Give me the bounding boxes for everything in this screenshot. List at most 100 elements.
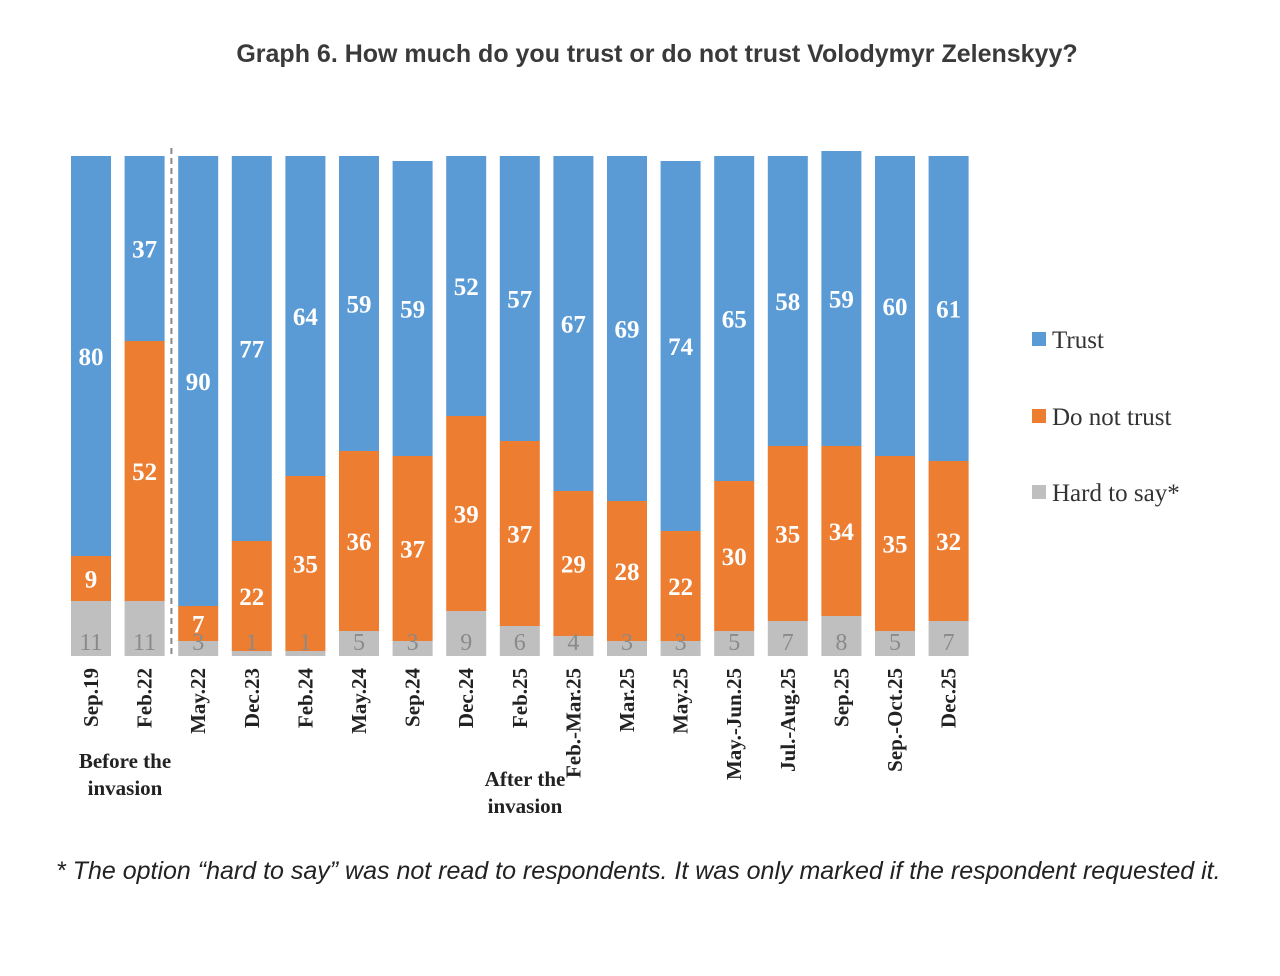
value-label-hard-to-say-dec-24: 9 xyxy=(460,630,472,656)
bar-hard-to-say-feb-25 xyxy=(499,626,540,656)
bar-hard-to-say-feb-24 xyxy=(285,651,326,656)
bars-layer xyxy=(71,151,969,656)
bar-do-not-trust-feb-22 xyxy=(124,341,165,601)
bar-trust-may-jun-25 xyxy=(714,156,755,481)
legend-swatch-hard-to-say xyxy=(1032,485,1046,499)
value-label-trust-sep-25: 59 xyxy=(829,287,854,314)
bar-do-not-trust-may-jun-25 xyxy=(714,481,755,631)
bar-do-not-trust-dec-24 xyxy=(446,416,487,611)
bar-do-not-trust-sep-24 xyxy=(392,456,433,641)
bar-trust-sep-25 xyxy=(821,151,862,446)
bar-do-not-trust-dec-25 xyxy=(928,461,969,621)
bar-hard-to-say-may-25 xyxy=(660,641,701,656)
category-ticks-layer: Sep.19 Feb.22 May.22 Dec.23 Feb.24 May.24 Sep.… xyxy=(79,668,961,781)
value-label-do-not-trust-dec-25: 32 xyxy=(936,529,961,556)
legend-swatch-do-not-trust xyxy=(1032,409,1046,423)
value-label-hard-to-say-may-jun-25: 5 xyxy=(728,630,740,656)
value-label-trust-sep-oct-25: 60 xyxy=(883,294,908,321)
value-label-hard-to-say-feb-22: 11 xyxy=(133,630,156,656)
bar-do-not-trust-feb-25 xyxy=(499,441,540,626)
value-label-do-not-trust-sep-24: 37 xyxy=(400,537,425,564)
value-label-do-not-trust-may-24: 36 xyxy=(347,529,372,556)
bar-hard-to-say-dec-25 xyxy=(928,621,969,656)
value-label-trust-feb-22: 37 xyxy=(132,237,157,264)
bar-trust-sep-24 xyxy=(392,161,433,456)
bar-trust-may-25 xyxy=(660,161,701,531)
value-label-hard-to-say-feb-mar-25: 4 xyxy=(567,630,579,656)
group-label-after-the-invasion: After the invasion xyxy=(485,767,566,818)
value-label-trust-dec-24: 52 xyxy=(454,274,479,301)
bar-hard-to-say-feb-22 xyxy=(124,601,165,656)
bar-trust-jul-aug-25 xyxy=(767,156,808,446)
category-label-feb-22: Feb.22 xyxy=(133,668,157,728)
value-label-trust-sep-24: 59 xyxy=(400,297,425,324)
category-label-dec-25: Dec.25 xyxy=(937,668,961,728)
bar-trust-may-24 xyxy=(339,156,379,451)
bar-trust-dec-23 xyxy=(231,156,272,541)
bar-hard-to-say-jul-aug-25 xyxy=(767,621,808,656)
value-label-trust-jul-aug-25: 58 xyxy=(775,289,800,316)
value-label-do-not-trust-dec-24: 39 xyxy=(454,502,479,529)
category-label-sep-oct-25: Sep.-Oct.25 xyxy=(883,668,907,772)
value-label-do-not-trust-may-jun-25: 30 xyxy=(722,544,747,571)
value-label-hard-to-say-dec-25: 7 xyxy=(943,630,955,656)
category-label-feb-mar-25: Feb.-Mar.25 xyxy=(561,668,585,778)
category-label-may-25: May.25 xyxy=(669,668,693,734)
bar-trust-feb-22 xyxy=(124,156,165,341)
bar-hard-to-say-sep-oct-25 xyxy=(875,631,915,656)
value-label-hard-to-say-may-24: 5 xyxy=(353,630,365,656)
value-label-trust-feb-24: 64 xyxy=(293,304,319,331)
category-label-feb-24: Feb.24 xyxy=(293,668,317,729)
value-label-do-not-trust-feb-25: 37 xyxy=(507,522,532,549)
bar-trust-feb-24 xyxy=(285,156,326,476)
footnote: * The option “hard to say” was not read … xyxy=(56,857,1221,885)
bar-do-not-trust-sep-25 xyxy=(821,446,862,616)
bar-hard-to-say-dec-24 xyxy=(446,611,487,656)
stacked-bar-chart: 1198011523737901227713564536593375993952… xyxy=(71,148,1180,818)
value-label-do-not-trust-jul-aug-25: 35 xyxy=(775,522,800,549)
value-label-trust-may-jun-25: 65 xyxy=(722,307,747,334)
bar-do-not-trust-may-22 xyxy=(178,606,219,641)
legend-label-hard-to-say: Hard to say* xyxy=(1052,480,1180,507)
value-label-hard-to-say-sep-oct-25: 5 xyxy=(889,630,901,656)
bar-do-not-trust-feb-24 xyxy=(285,476,326,651)
value-label-do-not-trust-feb-22: 52 xyxy=(132,459,157,486)
bar-trust-sep-oct-25 xyxy=(875,156,915,456)
chart-title: Graph 6. How much do you trust or do not… xyxy=(236,40,1078,68)
legend: Trust Do not trust Hard to say* xyxy=(1032,327,1180,507)
category-label-feb-25: Feb.25 xyxy=(508,668,532,728)
value-label-trust-feb-mar-25: 67 xyxy=(561,312,586,339)
category-label-mar-25: Mar.25 xyxy=(615,668,639,732)
bar-hard-to-say-sep-19 xyxy=(71,601,111,656)
value-label-hard-to-say-may-22: 3 xyxy=(192,630,204,656)
value-label-hard-to-say-sep-25: 8 xyxy=(835,630,847,656)
value-label-trust-feb-25: 57 xyxy=(507,287,532,314)
value-label-trust-may-24: 59 xyxy=(347,292,372,319)
category-label-may-jun-25: May.-Jun.25 xyxy=(722,668,746,780)
bar-hard-to-say-may-jun-25 xyxy=(714,631,755,656)
bar-hard-to-say-mar-25 xyxy=(607,641,647,656)
category-label-sep-25: Sep.25 xyxy=(829,668,853,727)
legend-label-trust: Trust xyxy=(1052,327,1104,354)
bar-do-not-trust-mar-25 xyxy=(607,501,647,641)
value-label-trust-mar-25: 69 xyxy=(615,317,640,344)
category-label-jul-aug-25: Jul.-Aug.25 xyxy=(776,668,800,772)
value-label-trust-may-25: 74 xyxy=(668,334,694,361)
bar-hard-to-say-sep-24 xyxy=(392,641,433,656)
value-label-trust-may-22: 90 xyxy=(186,369,211,396)
bar-trust-feb-25 xyxy=(499,156,540,441)
category-label-may-24: May.24 xyxy=(347,668,371,734)
legend-swatch-trust xyxy=(1032,332,1046,346)
value-label-hard-to-say-dec-23: 1 xyxy=(246,630,258,656)
category-label-sep-24: Sep.24 xyxy=(401,668,425,727)
bar-do-not-trust-may-24 xyxy=(339,451,379,631)
value-label-do-not-trust-sep-oct-25: 35 xyxy=(883,532,908,559)
value-labels-layer: 1198011523737901227713564536593375993952… xyxy=(79,237,962,657)
bar-do-not-trust-sep-oct-25 xyxy=(875,456,915,631)
value-label-do-not-trust-may-25: 22 xyxy=(668,574,693,601)
bar-hard-to-say-dec-23 xyxy=(231,651,272,656)
value-label-hard-to-say-feb-24: 1 xyxy=(299,630,311,656)
value-label-trust-sep-19: 80 xyxy=(79,344,104,371)
category-label-dec-23: Dec.23 xyxy=(240,668,264,728)
category-label-may-22: May.22 xyxy=(186,668,210,734)
